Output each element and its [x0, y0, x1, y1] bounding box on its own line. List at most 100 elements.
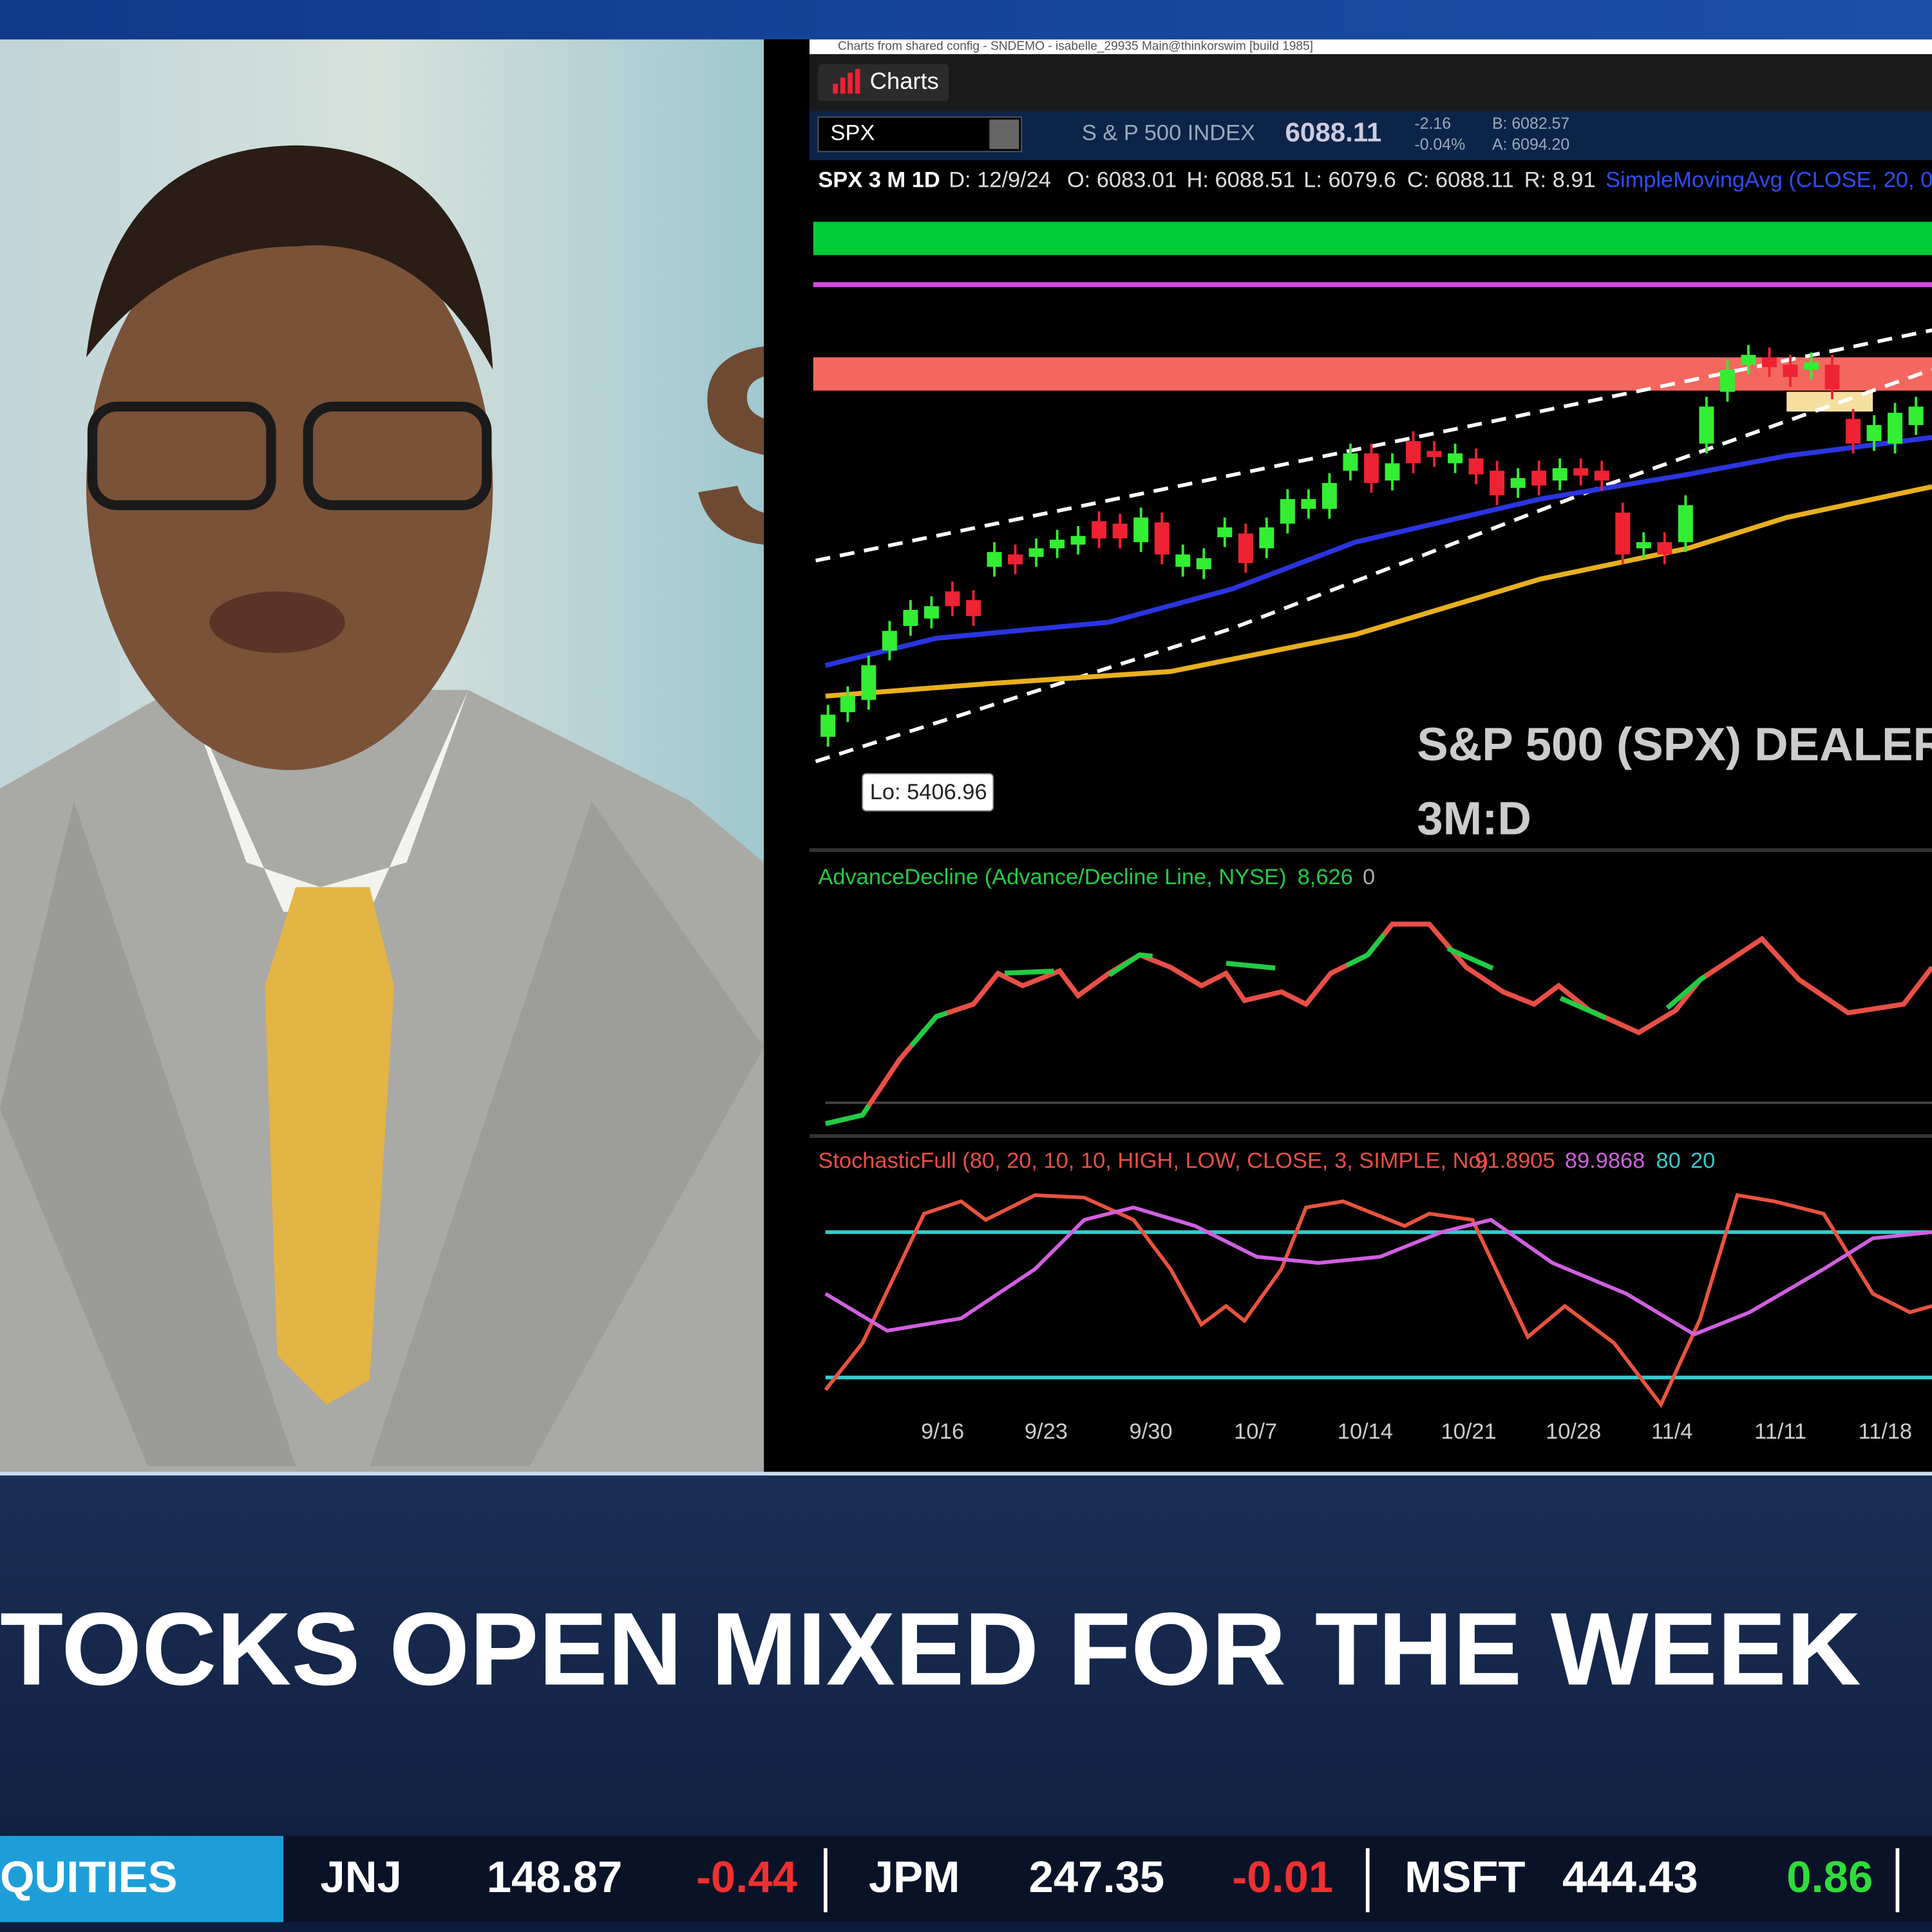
last-price: 6088.11 — [1285, 117, 1382, 147]
candle-body — [923, 606, 939, 619]
ticker-bar — [0, 1835, 1932, 1922]
stoch-k-line — [824, 1193, 1932, 1408]
candle-body — [1888, 412, 1903, 444]
candle-body — [1363, 453, 1379, 483]
moving-average — [824, 435, 1932, 668]
bar-low: L: 6079.6 — [1303, 167, 1396, 192]
candle-body — [1552, 468, 1567, 481]
low-label: Lo: 5406.96 — [870, 780, 987, 804]
stoch-under: 20 — [1690, 1148, 1715, 1173]
candle-body — [1175, 554, 1191, 567]
candle-body — [1112, 524, 1128, 539]
candle-body — [1594, 470, 1609, 481]
date-label: 10/28 — [1546, 1419, 1601, 1444]
ticker-change: -0.44 — [696, 1852, 797, 1902]
candle-body — [1238, 533, 1253, 564]
date-label: 9/30 — [1129, 1419, 1172, 1444]
divider — [764, 39, 810, 1473]
ticker-price: 247.35 — [1029, 1852, 1165, 1902]
stoch-k: 91.8905 — [1475, 1148, 1555, 1173]
ticker-change: -0.01 — [1232, 1852, 1333, 1902]
candle-body — [1385, 463, 1400, 481]
level-band — [813, 222, 1932, 256]
candle-body — [1573, 468, 1589, 476]
ticker-section-label: QUITIES — [0, 1852, 177, 1902]
candle-body — [1321, 483, 1337, 509]
date-label: 10/7 — [1234, 1419, 1277, 1444]
ticker-change: 0.86 — [1786, 1852, 1873, 1902]
change: -2.16 — [1414, 115, 1451, 133]
candle-body — [1678, 505, 1693, 542]
date-label: 9/23 — [1025, 1419, 1068, 1444]
candle-body — [1719, 369, 1735, 392]
candle-body — [1008, 554, 1023, 565]
candle-body — [1070, 536, 1086, 545]
stoch-d: 89.9868 — [1565, 1148, 1645, 1173]
candle-body — [820, 714, 836, 737]
ad-line — [825, 922, 1932, 1126]
ad-value: 8,626 — [1298, 865, 1353, 889]
ask: A: 6094.20 — [1492, 135, 1569, 153]
chart-window: Charts from shared config - SNDEMO - isa… — [810, 39, 1932, 1473]
candle-body — [1866, 425, 1882, 441]
ad-label: AdvanceDecline (Advance/Decline Line, NY… — [818, 865, 1286, 889]
candle-body — [966, 600, 981, 616]
candle-body — [1301, 498, 1316, 509]
bar-range: R: 8.91 — [1524, 167, 1596, 192]
date-label: 10/14 — [1338, 1419, 1393, 1444]
candle-body — [1824, 365, 1840, 390]
candle-body — [1196, 558, 1211, 569]
candle-body — [1490, 470, 1505, 496]
top-bar — [0, 0, 1932, 40]
candle-body — [903, 610, 918, 626]
stoch-over: 80 — [1656, 1148, 1680, 1173]
candle-body — [1657, 542, 1672, 554]
candle-body — [1280, 498, 1295, 524]
ad-zero: 0 — [1363, 865, 1375, 889]
candle-body — [1448, 453, 1463, 464]
candle-body — [1510, 478, 1526, 488]
candle-body — [1783, 365, 1798, 377]
candle-body — [1846, 419, 1861, 444]
low-label-box — [862, 773, 994, 811]
headline: TOCKS OPEN MIXED FOR THE WEEK — [0, 1592, 1861, 1707]
chart-caption: S&P 500 (SPX) DEALER — [1417, 719, 1932, 771]
presenter-video: S — [0, 39, 879, 1473]
candle-body — [882, 630, 897, 651]
sma-label: SimpleMovingAvg (CLOSE, 20, 0, — [1605, 167, 1932, 192]
candle-body — [1636, 542, 1651, 549]
bar-high: H: 6088.51 — [1186, 167, 1294, 192]
candle-body — [1699, 406, 1714, 444]
candles — [820, 345, 1924, 747]
symbol: SPX — [831, 121, 875, 146]
change-pct: -0.04% — [1414, 135, 1465, 153]
candle-body — [861, 665, 876, 700]
candle-body — [1741, 355, 1756, 365]
chart-caption: 3M:D — [1417, 792, 1531, 844]
stoch-d-line — [824, 1206, 1932, 1337]
candle-body — [987, 552, 1002, 567]
moving-average — [825, 484, 1932, 699]
bar-date: D: 12/9/24 — [949, 167, 1051, 192]
date-label: 11/18 — [1858, 1419, 1912, 1444]
candle-body — [1133, 517, 1149, 542]
candle-body — [1761, 357, 1777, 368]
candle-body — [840, 696, 855, 712]
level-band — [1786, 392, 1873, 412]
window-title: Charts from shared config - SNDEMO - isa… — [838, 40, 1313, 53]
candle-body — [1615, 512, 1631, 554]
candle-body — [1908, 406, 1924, 426]
date-label: 9/16 — [921, 1419, 964, 1444]
date-label: 11/4 — [1651, 1419, 1692, 1444]
ticker-price: 444.43 — [1562, 1852, 1698, 1902]
ticker-price: 148.87 — [487, 1852, 623, 1902]
candle-body — [1406, 440, 1421, 464]
candle-body — [1531, 470, 1547, 486]
study-id: SPX 3 M 1D — [818, 167, 940, 192]
candle-body — [1426, 451, 1442, 457]
candle-body — [1804, 362, 1819, 370]
date-label: 10/21 — [1441, 1419, 1497, 1444]
symbol-box[interactable] — [817, 116, 1023, 153]
ticker-symbol: MSFT — [1405, 1852, 1525, 1902]
ad-line — [825, 921, 1764, 1126]
